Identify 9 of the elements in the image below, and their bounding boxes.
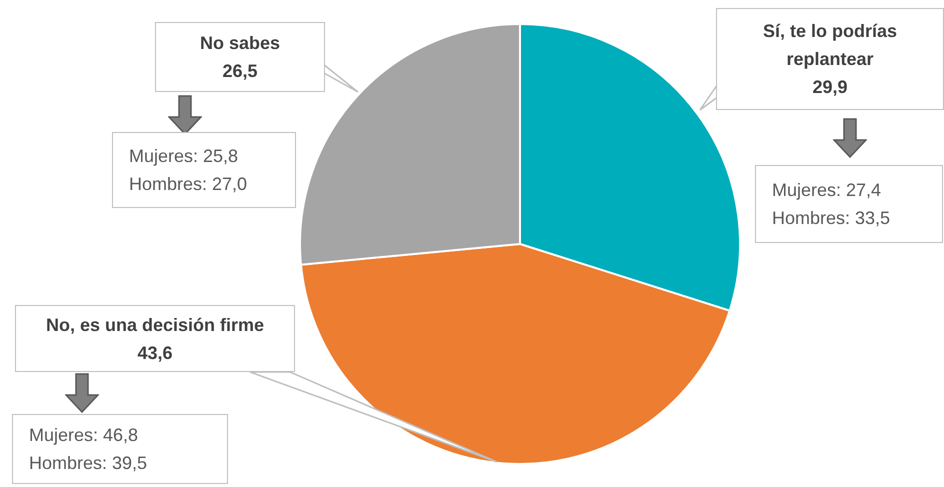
data-label: 43,6: [137, 342, 173, 364]
slice-label: No, es una decisión firme: [46, 314, 264, 336]
text: Mujeres: 25,8 Hombres: 27,0: [129, 145, 248, 196]
slice-label: Sí, te lo podrías replantear: [762, 20, 898, 71]
data-label: 29,9: [812, 76, 848, 99]
data-label: 26,5: [222, 60, 258, 83]
slice-label: No sabes: [200, 32, 280, 55]
text: Mujeres: 46,8 Hombres: 39,5: [29, 424, 148, 475]
text: Mujeres: 27,4 Hombres: 33,5: [772, 179, 892, 230]
